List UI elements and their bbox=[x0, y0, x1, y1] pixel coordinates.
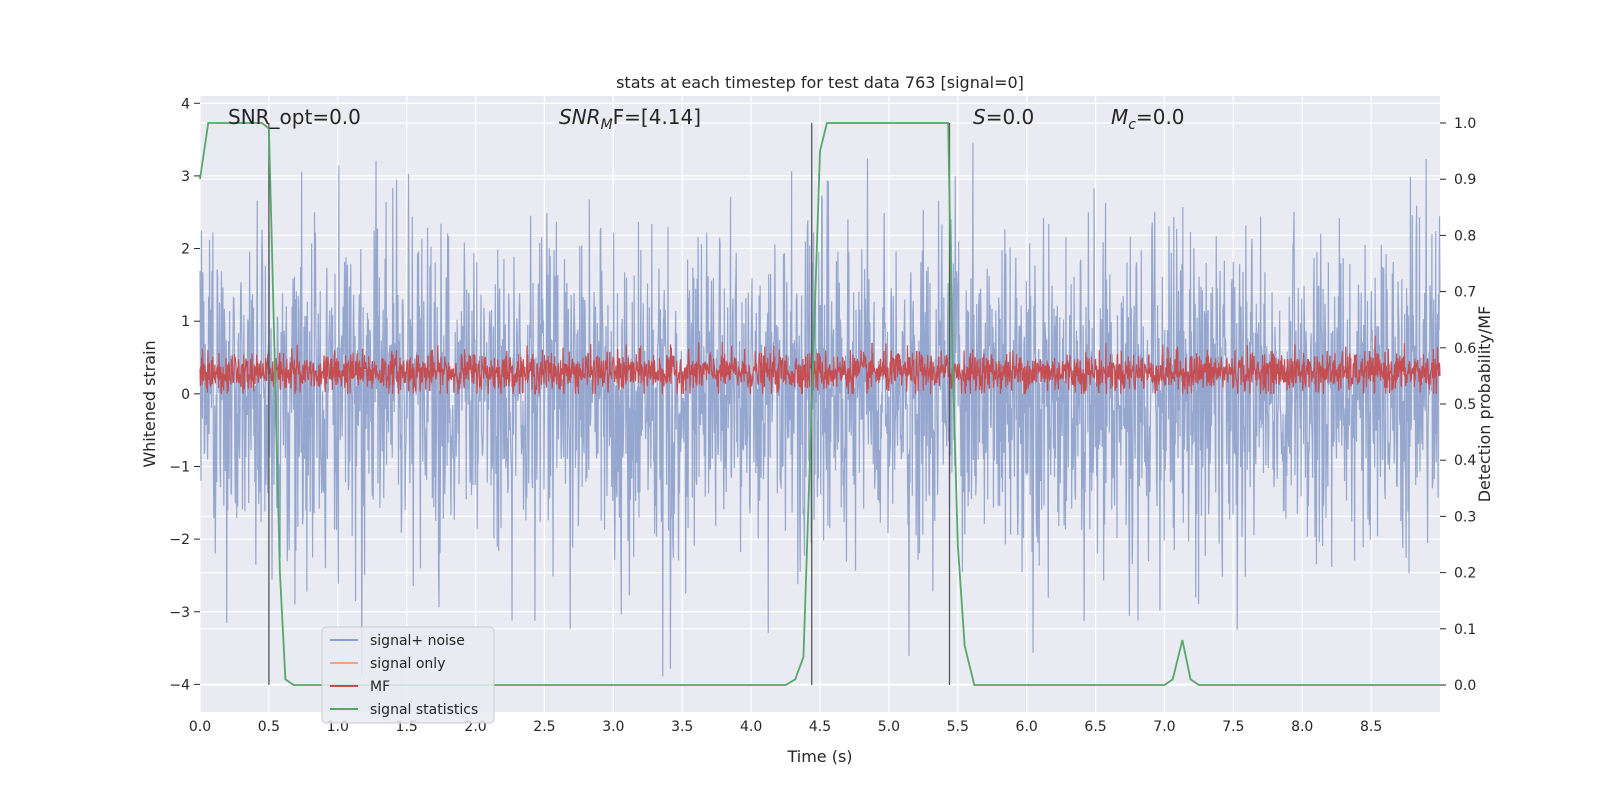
legend-label-signal-noise: signal+ noise bbox=[370, 633, 465, 649]
series-line-mf bbox=[199, 335, 1441, 395]
y-tick-label-0: −4 bbox=[169, 677, 190, 693]
y2-tick-label-1: 0.1 bbox=[1454, 622, 1476, 638]
x-tick-label-16: 8.0 bbox=[1291, 719, 1313, 735]
annotation-snr-mf-main: SNR bbox=[559, 105, 601, 129]
x-axis-label: Time (s) bbox=[786, 747, 852, 766]
x-tick-label-13: 6.5 bbox=[1084, 719, 1106, 735]
x-ticks: 0.0 0.5 1.0 1.5 2.0 2.5 3.0 3.5 4.0 4.5 5.0 5.5 6.0 6… bbox=[189, 719, 1382, 735]
x-tick-label-6: 3.0 bbox=[602, 719, 624, 735]
y2-tick-label-7: 0.7 bbox=[1454, 285, 1476, 301]
y2-tick-label-9: 0.9 bbox=[1454, 172, 1476, 188]
x-tick-label-17: 8.5 bbox=[1360, 719, 1382, 735]
y-tick-label-7: 3 bbox=[181, 169, 190, 185]
legend-label-signal-only: signal only bbox=[370, 656, 445, 672]
series-signal-statistics bbox=[199, 122, 1440, 686]
y2-tick-label-2: 0.2 bbox=[1454, 566, 1476, 582]
chart-title: stats at each timestep for test data 763… bbox=[616, 73, 1024, 92]
x-tick-label-12: 6.0 bbox=[1016, 719, 1038, 735]
series-mf bbox=[199, 335, 1441, 395]
x-tick-label-14: 7.0 bbox=[1153, 719, 1175, 735]
y2-tick-label-4: 0.4 bbox=[1454, 453, 1476, 469]
y2-tick-label-8: 0.8 bbox=[1454, 228, 1476, 244]
y2-tick-label-5: 0.5 bbox=[1454, 397, 1476, 413]
y2-axis-label: Detection probability/MF bbox=[1475, 306, 1494, 503]
x-tick-label-7: 3.5 bbox=[671, 719, 693, 735]
x-tick-label-1: 0.5 bbox=[258, 719, 280, 735]
x-tick-label-11: 5.5 bbox=[947, 719, 969, 735]
y2-tick-label-0: 0.0 bbox=[1454, 678, 1476, 694]
y2-tick-label-10: 1.0 bbox=[1454, 116, 1476, 132]
y-tick-label-6: 2 bbox=[181, 242, 190, 258]
x-tick-label-15: 7.5 bbox=[1222, 719, 1244, 735]
legend-box bbox=[321, 626, 495, 724]
y2-tick-label-6: 0.6 bbox=[1454, 341, 1476, 357]
series-line-signal-statistics bbox=[199, 122, 1440, 686]
y2-tick-label-3: 0.3 bbox=[1454, 509, 1476, 525]
y-axis-label: Whitened strain bbox=[140, 340, 159, 467]
annotation-mc: Mc=0.0 bbox=[1111, 105, 1185, 133]
annotation-mc-rest: =0.0 bbox=[1136, 105, 1185, 129]
annotation-mc-sub: c bbox=[1128, 117, 1136, 133]
y-tick-label-5: 1 bbox=[181, 314, 190, 330]
x-tick-label-8: 4.0 bbox=[740, 719, 762, 735]
legend-label-signal-statistics: signal statistics bbox=[370, 702, 478, 718]
annotation-s-rest: =0.0 bbox=[986, 105, 1035, 129]
legend: signal+ noise signal only MF signal stat… bbox=[321, 626, 495, 724]
annotation-snr-mf: SNRMF=[4.14] bbox=[559, 105, 701, 133]
x-tick-label-5: 2.5 bbox=[533, 719, 555, 735]
y-tick-label-1: −3 bbox=[169, 605, 190, 621]
y-tick-label-3: −1 bbox=[169, 459, 190, 475]
y-tick-label-4: 0 bbox=[181, 387, 190, 403]
x-tick-label-9: 4.5 bbox=[809, 719, 831, 735]
annotation-s: S=0.0 bbox=[973, 105, 1034, 129]
annotation-snr-mf-rest: F=[4.14] bbox=[613, 105, 701, 129]
y-tick-label-8: 4 bbox=[181, 96, 190, 112]
y-tick-label-2: −2 bbox=[169, 532, 190, 548]
annotation-s-main: S bbox=[973, 105, 986, 129]
annotation-snr-mf-sub: M bbox=[601, 117, 613, 133]
annotation-mc-main: M bbox=[1111, 105, 1128, 129]
y-ticks: −4 −3 −2 −1 0 1 2 3 4 bbox=[169, 96, 200, 693]
x-tick-label-0: 0.0 bbox=[189, 719, 211, 735]
x-tick-label-10: 5.0 bbox=[878, 719, 900, 735]
legend-label-mf: MF bbox=[370, 679, 390, 695]
annotation-snr-opt: SNR_opt=0.0 bbox=[228, 105, 361, 129]
y2-ticks: 0.0 0.1 0.2 0.3 0.4 0.5 0.6 0.7 0.8 0.9 1.0 bbox=[1440, 116, 1476, 694]
